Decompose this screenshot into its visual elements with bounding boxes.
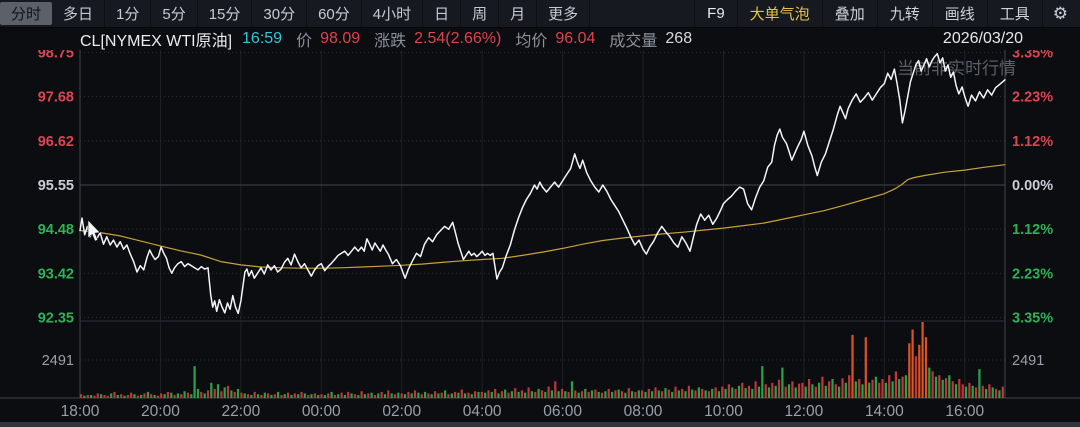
non-realtime-watermark: 当前非实时行情: [897, 59, 1016, 78]
tab-多日[interactable]: 多日: [52, 0, 106, 27]
tab-15分[interactable]: 15分: [198, 0, 253, 27]
svg-text:1.12%: 1.12%: [1012, 222, 1053, 238]
mouse-cursor: [87, 219, 101, 242]
average-price-value: 96.04: [555, 30, 596, 47]
svg-text:04:00: 04:00: [463, 403, 502, 420]
volume-bars: [80, 322, 1004, 398]
svg-text:96.62: 96.62: [38, 134, 74, 150]
svg-text:14:00: 14:00: [865, 403, 904, 420]
svg-text:02:00: 02:00: [382, 403, 421, 420]
svg-text:2.23%: 2.23%: [1012, 266, 1053, 282]
svg-text:16:00: 16:00: [945, 403, 984, 420]
left-price-axis: 98.75 97.68 96.62 95.55 94.48 93.42 92.35: [38, 50, 74, 327]
chart-period-tabs: 分时 多日 1分 5分 15分 30分 60分 4小时日周月更多: [0, 0, 591, 27]
tab-60分[interactable]: 60分: [307, 0, 362, 27]
settings-gear-icon[interactable]: ⚙: [1041, 0, 1080, 27]
big-order-bubble-button[interactable]: 大单气泡: [736, 0, 822, 27]
tab-4小时[interactable]: 4小时: [362, 0, 424, 27]
svg-text:93.42: 93.42: [38, 266, 74, 282]
svg-text:20:00: 20:00: [141, 403, 180, 420]
price-line: [79, 52, 1006, 315]
f9-button[interactable]: F9: [694, 0, 737, 27]
trade-date: 2026/03/20: [942, 30, 1023, 47]
svg-text:18:00: 18:00: [61, 403, 100, 420]
svg-text:95.55: 95.55: [38, 178, 74, 194]
svg-text:00:00: 00:00: [302, 403, 341, 420]
volume-axis-label-left: 2491: [42, 353, 74, 369]
change-label: 涨跌: [374, 33, 407, 50]
draw-line-button[interactable]: 画线: [931, 0, 987, 27]
right-percent-axis: 3.35% 2.23% 1.12% 0.00% 1.12% 2.23% 3.35%: [1012, 50, 1053, 327]
svg-text:97.68: 97.68: [38, 90, 74, 106]
tab-1分[interactable]: 1分: [105, 0, 152, 27]
nine-turn-button[interactable]: 九转: [876, 0, 932, 27]
svg-text:08:00: 08:00: [624, 403, 663, 420]
svg-text:10:00: 10:00: [704, 403, 743, 420]
quote-time: 16:59: [242, 30, 283, 47]
svg-text:98.75: 98.75: [38, 50, 74, 62]
overlay-button[interactable]: 叠加: [821, 0, 877, 27]
svg-text:06:00: 06:00: [543, 403, 582, 420]
tab-更多[interactable]: 更多: [537, 0, 591, 27]
chart-tool-buttons: F9 大单气泡 叠加 九转 画线 工具 ⚙: [694, 0, 1080, 27]
price-label: 价: [296, 33, 313, 50]
svg-text:1.12%: 1.12%: [1012, 134, 1053, 150]
svg-text:92.35: 92.35: [38, 311, 74, 327]
symbol-name: CL[NYMEX WTI原油]: [80, 33, 233, 50]
chart-toolbar: 分时 多日 1分 5分 15分 30分 60分 4小时日周月更多 F9 大单气泡 叠加 九转 画线 工具…: [0, 0, 1080, 28]
last-price-value: 98.09: [320, 30, 361, 47]
tab-日[interactable]: 日: [423, 0, 462, 27]
horizontal-gridlines: [80, 52, 1005, 361]
svg-text:0.00%: 0.00%: [1012, 178, 1053, 194]
average-price-line: [79, 164, 1006, 269]
change-value: 2.54(2.66%): [414, 30, 502, 47]
svg-text:22:00: 22:00: [221, 403, 260, 420]
svg-text:3.35%: 3.35%: [1012, 311, 1053, 327]
quote-info-bar: CL[NYMEX WTI原油] 16:59 价 98.09 涨跌 2.54(2.…: [0, 28, 1080, 50]
tab-月[interactable]: 月: [499, 0, 538, 27]
time-axis: 18:00 20:00 22:00 00:00 02:00 04:00 06:00 08:00…: [61, 403, 985, 420]
intraday-chart[interactable]: 当前非实时行情 98.75 97.68 96.62 95.55 94.48 93.42 92.…: [0, 50, 1080, 427]
tab-分时[interactable]: 分时: [0, 2, 53, 25]
pane-borders: [0, 50, 1080, 427]
tab-5分[interactable]: 5分: [151, 0, 198, 27]
vertical-gridlines: [79, 50, 966, 398]
tab-周[interactable]: 周: [461, 0, 500, 27]
average-price-label: 均价: [515, 33, 548, 50]
volume-label: 成交量: [609, 33, 658, 50]
svg-text:12:00: 12:00: [785, 403, 824, 420]
tools-button[interactable]: 工具: [986, 0, 1042, 27]
volume-value: 268: [665, 30, 693, 47]
svg-text:94.48: 94.48: [38, 222, 74, 238]
svg-text:3.35%: 3.35%: [1012, 50, 1053, 62]
tab-30分[interactable]: 30分: [252, 0, 308, 27]
svg-text:2.23%: 2.23%: [1012, 90, 1053, 106]
volume-axis-label-right: 2491: [1012, 353, 1044, 369]
